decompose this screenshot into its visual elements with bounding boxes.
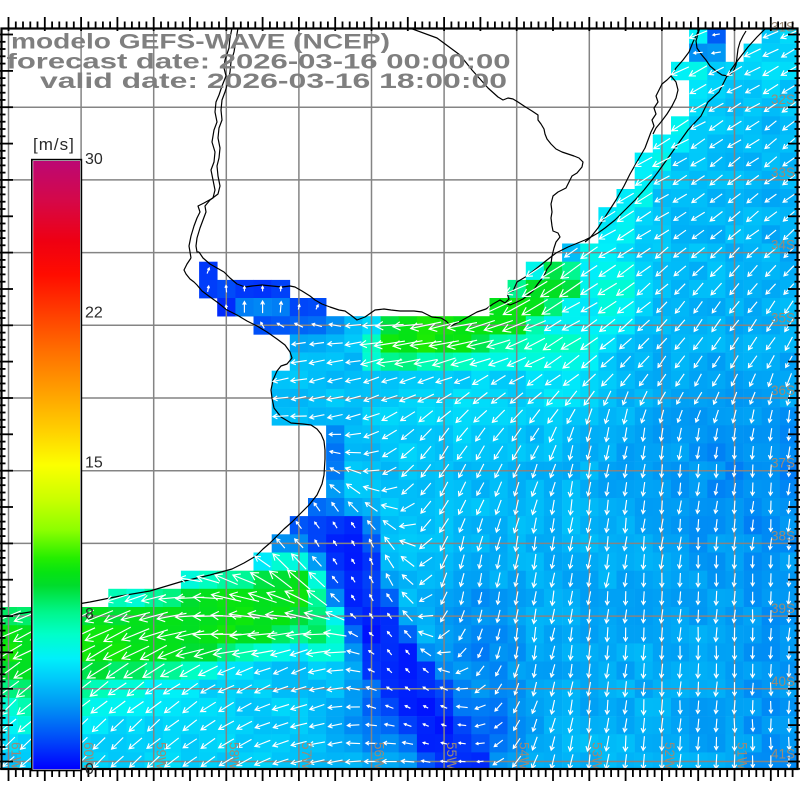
svg-text:36S: 36S	[771, 383, 795, 398]
svg-text:41S: 41S	[771, 747, 795, 762]
svg-text:57W: 57W	[299, 742, 314, 770]
svg-text:33S: 33S	[771, 165, 795, 180]
svg-text:55W: 55W	[444, 742, 459, 770]
svg-text:40S: 40S	[771, 674, 795, 689]
svg-text:38S: 38S	[771, 528, 795, 543]
svg-text:61W: 61W	[9, 742, 24, 770]
svg-text:54W: 54W	[517, 742, 532, 770]
svg-text:58W: 58W	[226, 742, 241, 770]
svg-text:51W: 51W	[735, 742, 750, 770]
svg-text:31S: 31S	[771, 20, 795, 35]
svg-text:35S: 35S	[771, 310, 795, 325]
svg-text:52W: 52W	[662, 742, 677, 770]
svg-text:forecast date: 2026-03-16 00:0: forecast date: 2026-03-16 00:00:00	[7, 49, 511, 73]
svg-text:53W: 53W	[589, 742, 604, 770]
svg-text:15: 15	[85, 455, 103, 472]
svg-text:[m/s]: [m/s]	[33, 135, 75, 154]
svg-text:0: 0	[85, 761, 94, 778]
svg-text:modelo GEFS-WAVE (NCEP): modelo GEFS-WAVE (NCEP)	[11, 30, 390, 54]
svg-text:34S: 34S	[771, 238, 795, 253]
svg-text:56W: 56W	[372, 742, 387, 770]
svg-text:59W: 59W	[154, 742, 169, 770]
svg-text:37S: 37S	[771, 456, 795, 471]
svg-text:32S: 32S	[771, 92, 795, 107]
svg-text:valid date: 2026-03-16 18:00:0: valid date: 2026-03-16 18:00:00	[40, 69, 507, 93]
svg-text:39S: 39S	[771, 601, 795, 616]
svg-text:60W: 60W	[81, 742, 96, 770]
svg-text:30: 30	[85, 151, 103, 168]
svg-text:22: 22	[85, 305, 103, 322]
svg-text:8: 8	[85, 606, 94, 623]
